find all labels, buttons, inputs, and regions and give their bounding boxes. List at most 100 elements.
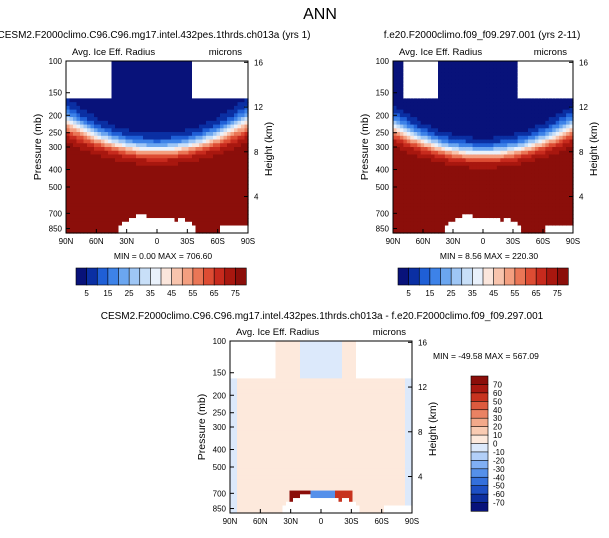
y-tick-label: 850 [376, 225, 390, 234]
heatmap-cell [108, 143, 113, 148]
heatmap-cell [206, 188, 211, 193]
heatmap-cell [227, 158, 232, 163]
heatmap-cell [569, 147, 574, 152]
heatmap-cell [115, 150, 120, 156]
heatmap-cell [150, 191, 155, 197]
heatmap-cell [451, 176, 456, 182]
colorbar-swatch [397, 267, 410, 286]
heatmap-cell [569, 203, 574, 208]
heatmap-cell [403, 61, 408, 66]
heatmap-cell [431, 117, 436, 122]
heatmap-cell [517, 102, 522, 107]
heatmap-cell [524, 124, 529, 129]
heatmap-cell [76, 102, 81, 107]
heatmap-cell [417, 87, 422, 92]
heatmap-cell [534, 132, 539, 137]
heatmap-cell [73, 165, 78, 171]
heatmap-cell [129, 98, 134, 103]
heatmap-cell [139, 218, 144, 223]
heatmap-cell [171, 75, 176, 81]
heatmap-cell [213, 94, 218, 99]
heatmap-cell [521, 117, 526, 122]
heatmap-cell [73, 132, 78, 137]
heatmap-cell [524, 105, 529, 111]
heatmap-cell [541, 109, 546, 114]
heatmap-cell [83, 109, 88, 114]
heatmap-cell [153, 79, 158, 85]
heatmap-cell [569, 191, 574, 197]
heatmap-cell [167, 221, 172, 227]
heatmap-cell [403, 214, 408, 219]
heatmap-cell [455, 176, 460, 182]
heatmap-cell [80, 206, 85, 212]
heatmap-cell [510, 94, 515, 99]
heatmap-cell [230, 412, 235, 417]
heatmap-cell [101, 165, 106, 171]
heatmap-cell [171, 176, 176, 182]
heatmap-cell [69, 161, 74, 167]
heatmap-cell [472, 169, 477, 174]
heatmap-cell [510, 180, 515, 185]
heatmap-cell [188, 225, 193, 230]
heatmap-cell [227, 165, 232, 171]
heatmap-cell [129, 154, 134, 159]
heatmap-cell [164, 158, 169, 163]
heatmap-cell [472, 113, 477, 118]
heatmap-cell [510, 218, 515, 223]
heatmap-cell [465, 184, 470, 189]
heatmap-cell [465, 165, 470, 171]
heatmap-cell [220, 94, 225, 99]
heatmap-cell [192, 150, 197, 156]
x-tick-label: 30N [119, 237, 134, 246]
heatmap-cell [153, 75, 158, 81]
heatmap-cell [220, 117, 225, 122]
heatmap-cell [507, 210, 512, 215]
heatmap-cell [241, 150, 246, 156]
units-label: microns [534, 47, 568, 58]
heatmap-cell [230, 188, 235, 193]
heatmap-cell [458, 68, 463, 73]
heatmap-cell [199, 184, 204, 189]
heatmap-cell [538, 128, 543, 133]
heatmap-cell [83, 154, 88, 159]
heatmap-cell [188, 75, 193, 81]
heatmap-cell [132, 102, 137, 107]
heatmap-cell [202, 128, 207, 133]
heatmap-cell [441, 210, 446, 215]
heatmap-cell [195, 68, 200, 73]
heatmap-cell [507, 124, 512, 129]
heatmap-cell [150, 132, 155, 137]
heatmap-cell [111, 68, 116, 73]
heatmap-cell [195, 87, 200, 92]
heatmap-cell [188, 64, 193, 70]
heatmap-cell [66, 64, 71, 70]
colorbar-swatch [535, 267, 548, 286]
heatmap-cell [538, 98, 543, 103]
heatmap-cell [476, 109, 481, 114]
heatmap-cell [237, 225, 242, 230]
heatmap-cell [455, 191, 460, 197]
heatmap-cell [97, 72, 102, 77]
heatmap-cell [153, 158, 158, 163]
heatmap-cell [160, 124, 165, 129]
heatmap-cell [132, 184, 137, 189]
heatmap-cell [118, 169, 123, 174]
heatmap-cell [566, 61, 571, 66]
heatmap-cell [94, 79, 99, 85]
heatmap-cell [507, 176, 512, 182]
heatmap-cell [209, 61, 214, 66]
heatmap-cell [500, 203, 505, 208]
heatmap-cell [500, 117, 505, 122]
heatmap-cell [164, 195, 169, 200]
heatmap-cell [465, 147, 470, 152]
heatmap-cell [534, 113, 539, 118]
heatmap-cell [500, 143, 505, 148]
heatmap-cell [427, 161, 432, 167]
heatmap-cell [462, 102, 467, 107]
heatmap-cell [528, 154, 533, 159]
heatmap-cell [206, 72, 211, 77]
heatmap-cell [143, 117, 148, 122]
heatmap-cell [566, 206, 571, 212]
heatmap-cell [566, 154, 571, 159]
heatmap-cell [108, 75, 113, 81]
